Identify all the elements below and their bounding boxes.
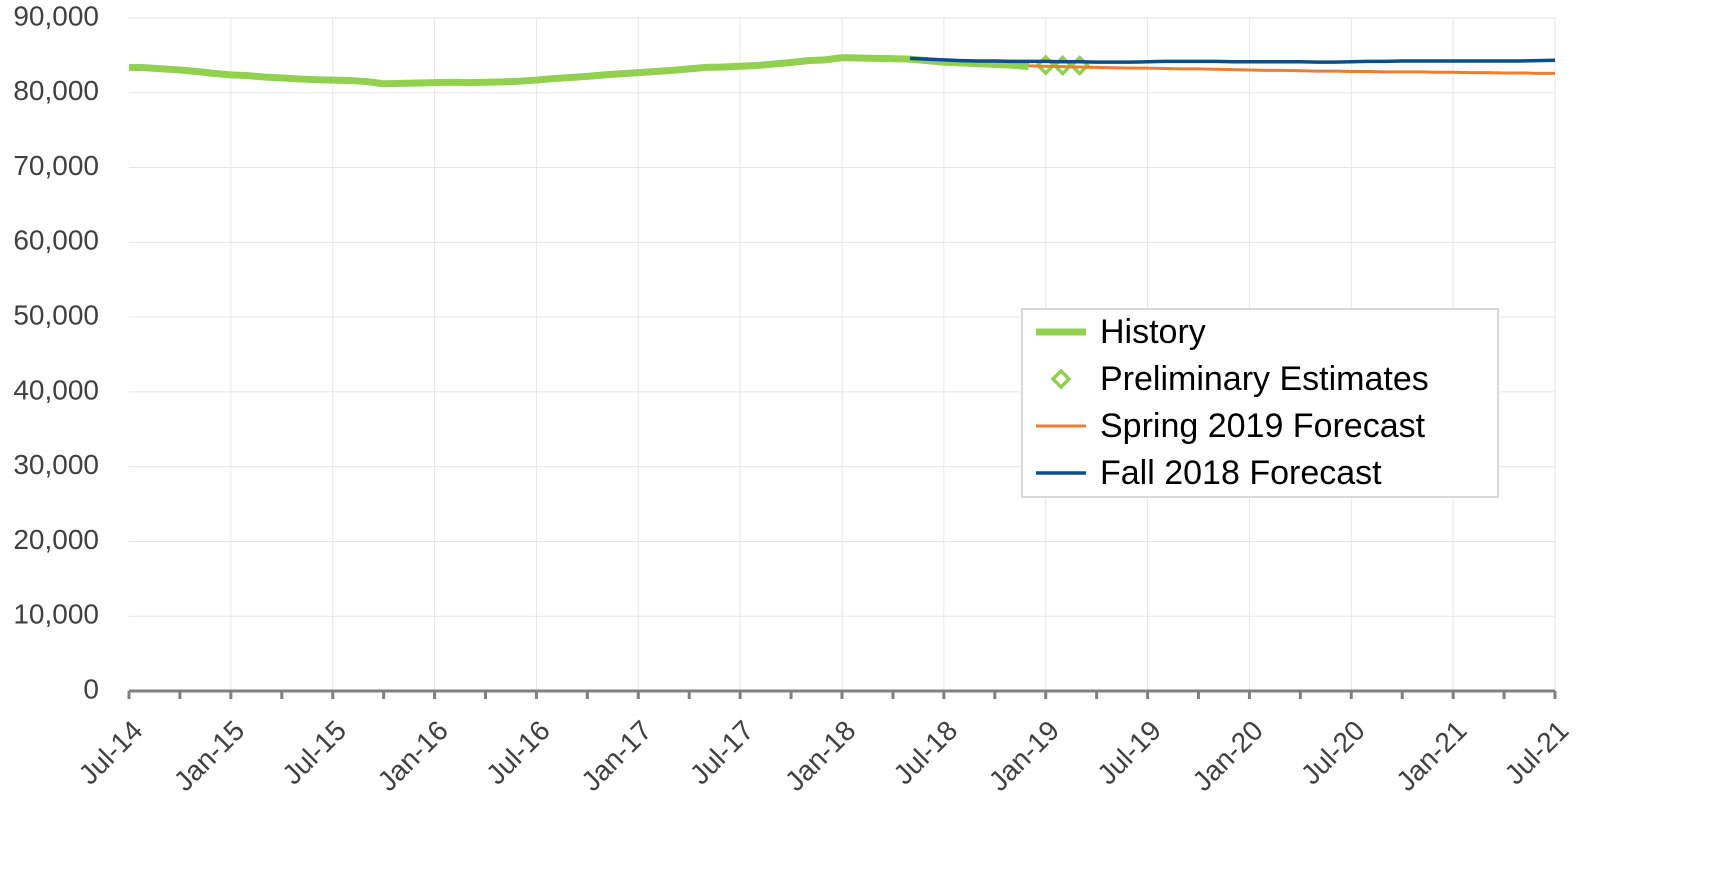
y-tick-label: 10,000	[13, 599, 99, 630]
y-tick-label: 30,000	[13, 449, 99, 480]
y-tick-label: 0	[83, 673, 99, 704]
y-tick-label: 70,000	[13, 150, 99, 181]
line-3	[909, 56, 1556, 64]
x-tick-label: Jul-21	[1499, 715, 1575, 791]
x-tick-label: Jan-21	[1390, 715, 1472, 797]
x-tick-label: Jan-19	[983, 715, 1065, 797]
x-tick-label: Jul-17	[684, 715, 760, 791]
x-tick-label: Jul-20	[1295, 715, 1371, 791]
legend-label: Preliminary Estimates	[1100, 360, 1429, 398]
legend-label: History	[1100, 313, 1206, 351]
y-tick-label: 60,000	[13, 225, 99, 256]
y-tick-label: 80,000	[13, 75, 99, 106]
y-tick-label: 90,000	[13, 0, 99, 31]
legend-label: Fall 2018 Forecast	[1100, 454, 1382, 492]
x-tick-label: Jan-18	[779, 715, 861, 797]
x-tick-label: Jul-16	[480, 715, 556, 791]
legend-label: Spring 2019 Forecast	[1100, 407, 1426, 445]
x-tick-label: Jul-15	[276, 715, 352, 791]
legend-box	[1021, 308, 1499, 498]
legend: History Preliminary Estimates Spring 2019 …	[1021, 308, 1499, 498]
y-tick-label: 20,000	[13, 524, 99, 555]
x-tick-label: Jan-20	[1186, 715, 1268, 797]
x-tick-label: Jan-16	[372, 715, 454, 797]
line-0	[128, 54, 1030, 88]
legend-swatch	[1050, 368, 1072, 390]
y-tick-label: 40,000	[13, 374, 99, 405]
x-tick-label: Jul-18	[887, 715, 963, 791]
y-tick-label: 50,000	[13, 300, 99, 331]
x-tick-label: Jan-15	[168, 715, 250, 797]
x-tick-label: Jan-17	[575, 715, 657, 797]
x-tick-label: Jul-14	[73, 715, 149, 791]
x-tick-label: Jul-19	[1091, 715, 1167, 791]
line-2	[1028, 64, 1555, 75]
